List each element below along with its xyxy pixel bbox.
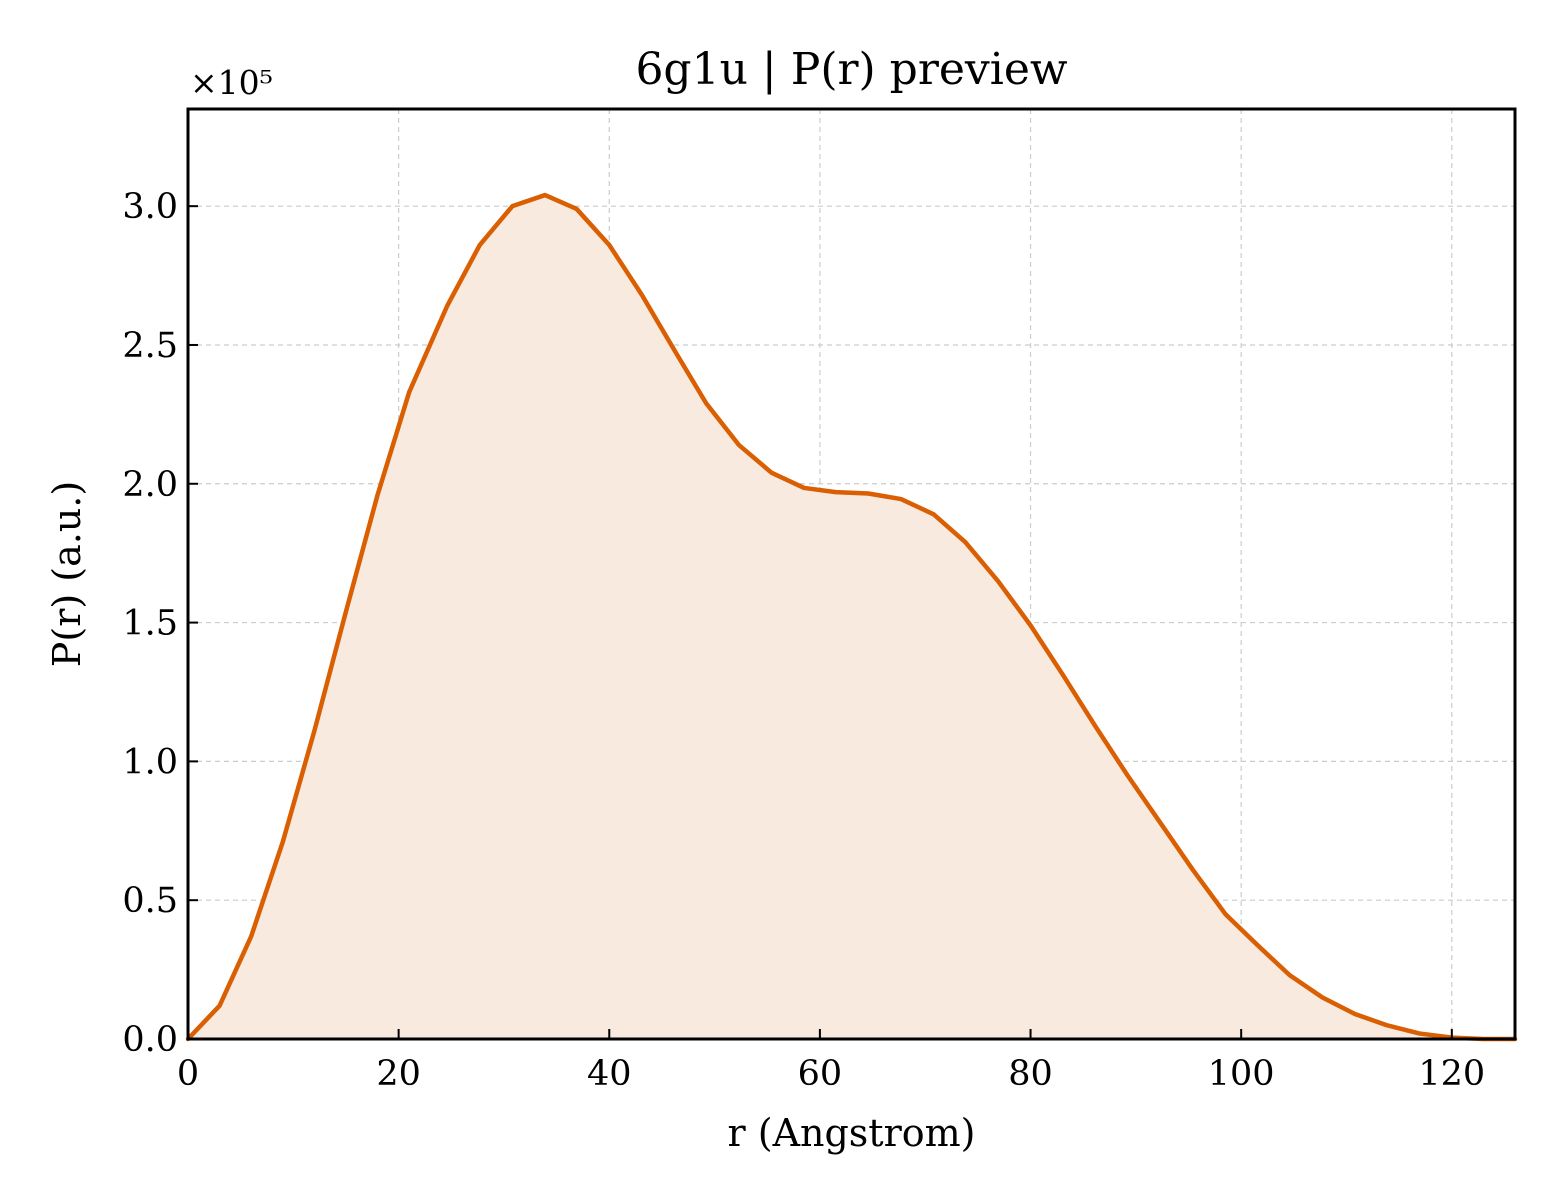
- x-tick-label: 80: [1008, 1054, 1053, 1094]
- pr-series-line: [185, 192, 1518, 1042]
- chart-title: 6g1u | P(r) preview: [635, 44, 1067, 95]
- y-tick-label: 1.0: [122, 742, 178, 782]
- y-axis-label: P(r) (a.u.): [45, 481, 89, 667]
- y-tick-label: 1.5: [122, 604, 178, 644]
- y-tick-label: 3.0: [122, 187, 178, 227]
- plot-frame: [186, 107, 1517, 1041]
- x-tick-label: 60: [798, 1054, 843, 1094]
- y-tick-label: 0.0: [122, 1020, 178, 1060]
- x-tick-label: 40: [587, 1054, 632, 1094]
- x-tick-label: 20: [376, 1054, 421, 1094]
- ticks: 0 20 40 60 80 100 120 0.0 0.5 1.0 1.5 2.0 2.5 3.0: [122, 187, 1485, 1094]
- y-tick-label: 0.5: [122, 881, 178, 921]
- x-tick-label: 120: [1418, 1054, 1485, 1094]
- area-layer: [185, 192, 1518, 1042]
- x-tick-label: 0: [177, 1054, 199, 1094]
- y-tick-label: 2.5: [122, 326, 178, 366]
- pr-area-fill: [188, 195, 1515, 1039]
- x-axis-label: r (Angstrom): [728, 1111, 976, 1155]
- y-offset-label: ×10⁵: [190, 63, 273, 102]
- x-tick-label: 100: [1208, 1054, 1275, 1094]
- y-tick-label: 2.0: [122, 465, 178, 505]
